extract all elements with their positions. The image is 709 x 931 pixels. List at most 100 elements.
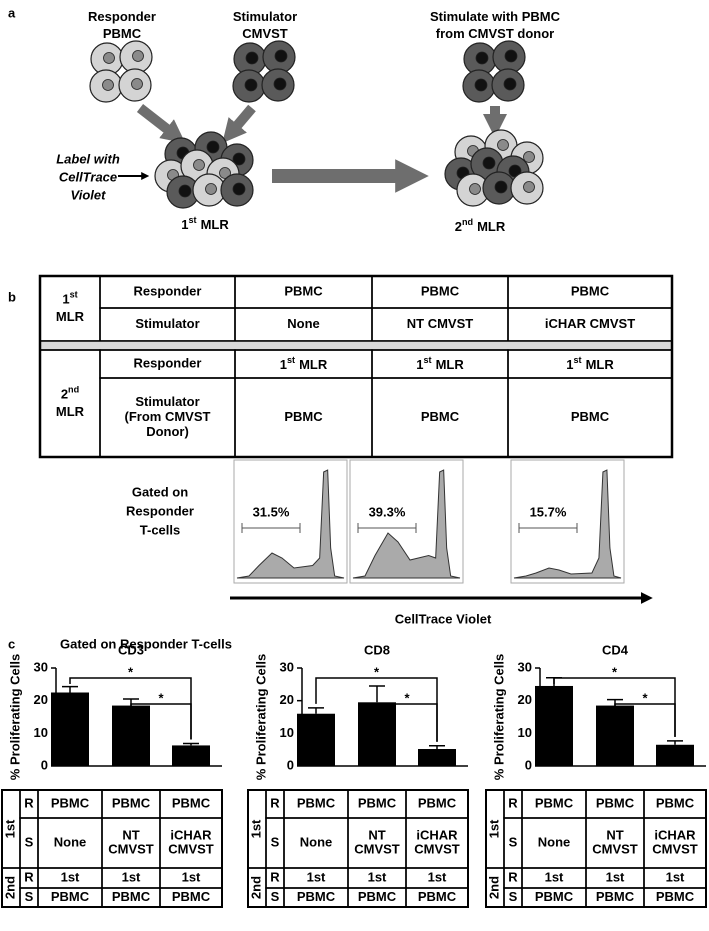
table-cell-text: PBMC [535,795,574,810]
mlr-label-number: 2 [455,219,462,234]
group-label: 1st [2,819,17,838]
table-cell-text: S [271,889,280,904]
group-label-number: 2 [61,387,68,402]
table-cell-text: 1st [307,869,326,884]
table-cell-text: 1st MLR [280,355,328,372]
table-border [485,789,707,908]
table-cell-text: PBMC [297,795,336,810]
table-cell-text: PBMC [596,889,635,904]
significance-marker: * [404,690,410,705]
y-tick-label: 0 [287,757,294,772]
cell-label: from CMVST donor [436,26,554,41]
separator-row [39,340,673,351]
table-cell-text: PBMC [51,889,90,904]
cell-nucleus [482,156,496,170]
table-cell-text: S [25,834,34,849]
table-border [1,789,223,908]
mlr-label-number: 1 [181,217,188,232]
label-note: Label with [56,151,120,166]
error-bar [62,685,78,693]
significance-marker: * [374,664,380,679]
table-cell-text-suffix: st [423,355,431,365]
error-bar [429,744,445,750]
table-cell-text: 1st [182,869,201,884]
subtitle: Gated on Responder T-cells [60,636,232,651]
table-cell-text: Stimulator [135,316,199,331]
table-cell-text: Responder [134,283,202,298]
group-label: 1st [62,290,77,307]
table-cell-text-suffix: st [573,355,581,365]
mlr-label: 1st MLR [181,215,229,232]
significance-bracket [614,703,676,737]
percentage-label: 31.5% [253,504,290,519]
group-label: 2nd [2,876,17,899]
table-cell-text: Responder [134,355,202,370]
table-border [38,274,674,459]
y-tick-label: 10 [34,725,48,740]
group-label-suffix: nd [68,385,79,395]
table-cell-text: None [54,834,87,849]
bar [358,702,396,766]
table-cell-text-text: MLR [436,357,465,372]
cell-nucleus [474,78,488,92]
mlr-label-text: MLR [477,219,506,234]
histogram [352,469,461,579]
table-cell-text: CMVST [168,841,214,856]
table-cell-text: iCHAR [654,827,696,842]
table-cell-text: PBMC [112,889,151,904]
cell-nucleus [503,77,517,91]
mlr-label-suffix: nd [462,217,473,227]
significance-bracket [376,703,438,742]
table-cell-text: CMVST [108,841,154,856]
gate-bracket [357,523,417,533]
cell-nucleus [494,180,508,194]
chart-title: CD8 [364,642,390,657]
table-cell-text: None [287,316,320,331]
cell-nucleus [244,78,258,92]
table-cell-text: PBMC [421,409,460,424]
table-cell-text-number: 1 [416,357,423,372]
cell-nucleus [469,183,481,195]
table-cell-text: 1st [666,869,685,884]
y-axis-label: % Proliferating Cells [253,654,268,780]
table-border [247,789,469,908]
error-bar [369,685,385,703]
table-cell-text: PBMC [656,795,695,810]
group-label: 1st [486,819,501,838]
cell-nucleus [102,79,114,91]
significance-marker: * [612,664,618,679]
table-cell-text: R [24,869,34,884]
table-cell-text: PBMC [51,795,90,810]
table-cell-text: CMVST [414,841,460,856]
percentage-label: 15.7% [530,504,567,519]
table-cell-text: Stimulator [135,394,199,409]
table-cell-text: Donor) [146,424,189,439]
y-tick-label: 10 [280,725,294,740]
table-cell-text: None [300,834,333,849]
histogram [236,469,345,579]
cell-nucleus [504,49,518,63]
table-cell-text: CMVST [592,841,638,856]
bar [535,685,573,766]
significance-marker: * [128,664,134,679]
y-tick-label: 10 [518,725,532,740]
panel-label: c [8,636,15,651]
table-cell-text: NT [368,827,385,842]
table-cell-text: R [24,795,34,810]
table-cell-text: PBMC [284,283,323,298]
cell-nucleus [232,152,246,166]
cell-nucleus [103,52,115,64]
table-cell-text-suffix: st [287,355,295,365]
cell-nucleus [523,151,535,163]
error-bar [183,742,199,746]
table-cell-text: PBMC [172,795,211,810]
table-cell-text: (From CMVST [125,409,211,424]
table-cell-text: None [538,834,571,849]
table-cell-text: S [271,834,280,849]
table-cell-text: PBMC [571,283,610,298]
y-tick-label: 20 [518,692,532,707]
group-label: 2nd [61,385,79,402]
significance-marker: * [158,690,164,705]
table-cell-text: NT [122,827,139,842]
chart-title: CD4 [602,642,629,657]
